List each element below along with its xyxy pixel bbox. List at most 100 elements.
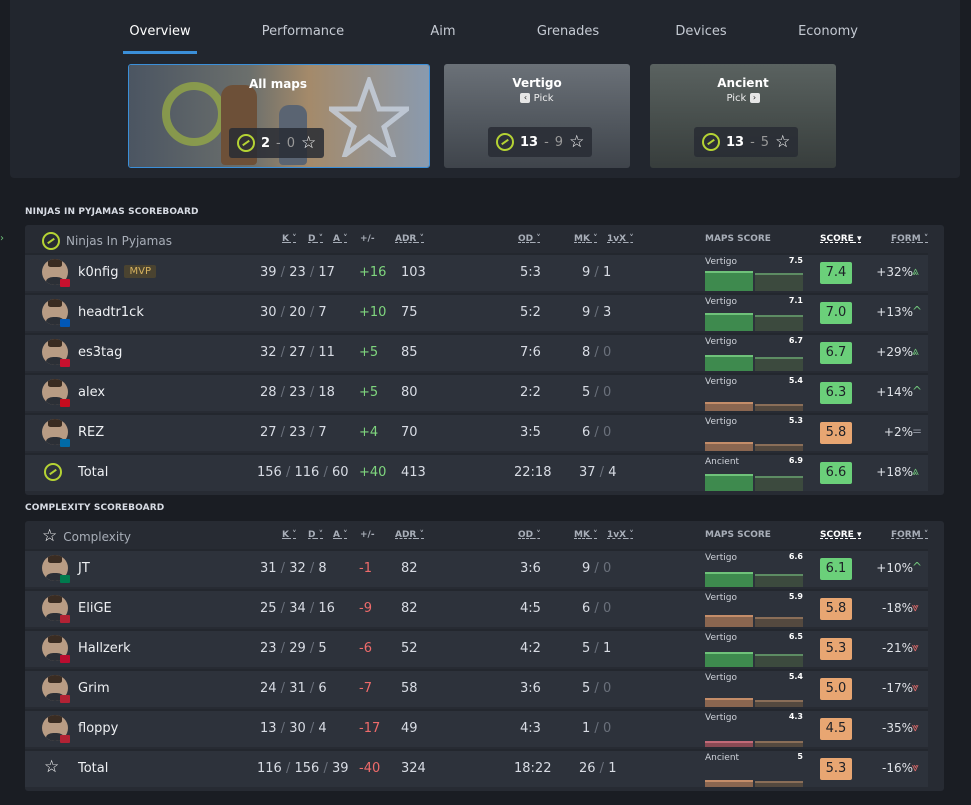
map-score-bar [705,652,753,667]
kda: 39 / 23 / 17 [260,265,335,280]
expand-arrow-icon[interactable]: › [0,233,4,244]
player-name[interactable]: floppy [78,721,118,736]
form-percent: +10% [876,561,913,575]
sort-mk-header[interactable]: MK ˅ [574,234,598,244]
rating-badge: 5.0 [820,678,852,700]
map-card-vertigo[interactable]: Vertigo ‹ Pick 13 - 9 ☆ [444,64,630,168]
map-score-value: 5.4 [788,672,803,681]
player-name[interactable]: es3tag [78,345,122,360]
player-avatar [42,675,68,701]
player-row[interactable]: alex 28 / 23 / 18 +5 80 2:2 5 / 0 Vertigo 5.4 6.… [25,373,928,411]
tab-overview[interactable]: Overview [123,16,197,54]
player-row[interactable]: k0nfig MVP 39 / 23 / 17 +16 103 5:3 9 / 1 Verti… [25,253,928,291]
map-score-bar [705,313,753,331]
tab-performance[interactable]: Performance [261,24,345,39]
nip-logo-icon [44,463,62,481]
map-card-all-maps[interactable]: All maps 2 - 0 ☆ [128,64,430,168]
match-header-panel: Overview Performance Aim Grenades Device… [10,0,960,178]
player-row[interactable]: floppy 13 / 30 / 4 -17 49 4:3 1 / 0 Vertigo 4.3… [25,709,928,747]
sort-score-header[interactable]: SCORE ▾ [820,234,861,244]
multikills: 6 [582,601,591,616]
maps-score-cell: Vertigo 6.7 [705,335,803,371]
scoreboard-header: ☆ Complexity K ˅ D ˅ A ˅ +/- ADR ˅ OD ˅ MK ˅ 1vX … [25,521,944,549]
sort-adr-header[interactable]: ADR ˅ [395,234,424,244]
kills: 156 [257,465,282,480]
separator: / [590,385,603,400]
kda: 27 / 23 / 7 [260,425,327,440]
multikills: 26 [579,761,596,776]
opening-duels: 3:5 [520,425,541,440]
header-label: K [282,530,289,540]
sort-d-header[interactable]: D ˅ [308,234,323,244]
player-row[interactable]: REZ 27 / 23 / 7 +4 70 3:5 6 / 0 Vertigo 5.3 5.8 +… [25,413,928,451]
complexity-star-bg-icon [329,77,409,157]
player-name[interactable]: JT [78,561,90,576]
form-up-icon: ^ [912,304,923,318]
separator: / [595,761,609,776]
sort-clutch-header[interactable]: 1vX ˅ [607,530,634,540]
player-name[interactable]: EliGE [78,601,112,616]
sort-k-header[interactable]: K ˅ [282,234,297,244]
form-down-icon: ⩔ [912,680,919,694]
player-row[interactable]: JT 31 / 32 / 8 -1 82 3:6 9 / 0 Vertigo 6.6 6.1 +1… [25,549,928,587]
map-score-pill: 2 - 0 ☆ [229,128,325,158]
player-row[interactable]: Grim 24 / 31 / 6 -7 58 3:6 5 / 0 Vertigo 5.4 5.0… [25,669,928,707]
tab-economy[interactable]: Economy [798,24,858,39]
map-score-value: 4.3 [788,712,803,721]
form-percent: +18% [876,465,913,479]
deaths: 20 [289,305,306,320]
sort-od-header[interactable]: OD ˅ [518,234,541,244]
sort-k-header[interactable]: K ˅ [282,530,297,540]
sort-form-header[interactable]: FORM ˅ [891,530,928,540]
player-row[interactable]: headtr1ck 30 / 20 / 7 +10 75 5:2 9 / 3 Vertigo… [25,293,928,331]
plus-minus: -17 [359,721,381,736]
header-label: MK [574,530,590,540]
separator: / [276,641,290,656]
sort-adr-header[interactable]: ADR ˅ [395,530,424,540]
sort-d-header[interactable]: D ˅ [308,530,323,540]
sort-a-header[interactable]: A ˅ [333,530,348,540]
map-score-bar [705,741,753,747]
player-name[interactable]: Hallzerk [78,641,131,656]
adr: 58 [401,681,418,696]
sort-score-header[interactable]: SCORE ▾ [820,530,861,540]
header-label: +/- [360,234,375,244]
plus-minus-header: +/- [360,234,375,244]
player-name[interactable]: alex [78,385,105,400]
form-up-icon: ⩓ [912,264,919,278]
player-row[interactable]: EliGE 25 / 34 / 16 -9 82 4:5 6 / 0 Vertigo 5.9 5… [25,589,928,627]
map-card-ancient[interactable]: Ancient Pick › 13 - 5 ☆ [650,64,836,168]
sort-mk-header[interactable]: MK ˅ [574,530,598,540]
map-score-bar [755,654,803,667]
tab-devices[interactable]: Devices [675,24,727,39]
player-row[interactable]: es3tag 32 / 27 / 11 +5 85 7:6 8 / 0 Vertigo 6.7… [25,333,928,371]
tab-grenades[interactable]: Grenades [536,24,600,39]
separator: / [590,265,603,280]
adr: 103 [401,265,426,280]
kills: 25 [260,601,277,616]
kda: 24 / 31 / 6 [260,681,327,696]
assists: 5 [318,641,327,656]
player-name[interactable]: Grim [78,681,110,696]
separator: / [590,681,603,696]
multikills: 37 [579,465,596,480]
player-name[interactable]: REZ [78,425,104,440]
separator: / [305,305,319,320]
sort-a-header[interactable]: A ˅ [333,234,348,244]
player-name[interactable]: k0nfig MVP [78,265,156,280]
map-score-value: 5.3 [788,416,803,425]
map-score-bar [755,315,803,331]
tab-aim[interactable]: Aim [430,24,456,39]
player-name[interactable]: headtr1ck [78,305,144,320]
adr: 85 [401,345,418,360]
scoreboard-header: › Ninjas In Pyjamas K ˅ D ˅ A ˅ +/- ADR ˅ OD ˅ M… [0,225,944,253]
score-separator: - [544,134,549,150]
player-row[interactable]: Hallzerk 23 / 29 / 5 -6 52 4:2 5 / 1 Vertigo 6.… [25,629,928,667]
multikills: 8 [582,345,591,360]
sort-od-header[interactable]: OD ˅ [518,530,541,540]
adr: 80 [401,385,418,400]
scoreboard-title: NINJAS IN PYJAMAS SCOREBOARD [25,207,199,217]
maps-score-cell: Vertigo 4.3 [705,711,803,747]
sort-form-header[interactable]: FORM ˅ [891,234,928,244]
sort-clutch-header[interactable]: 1vX ˅ [607,234,634,244]
